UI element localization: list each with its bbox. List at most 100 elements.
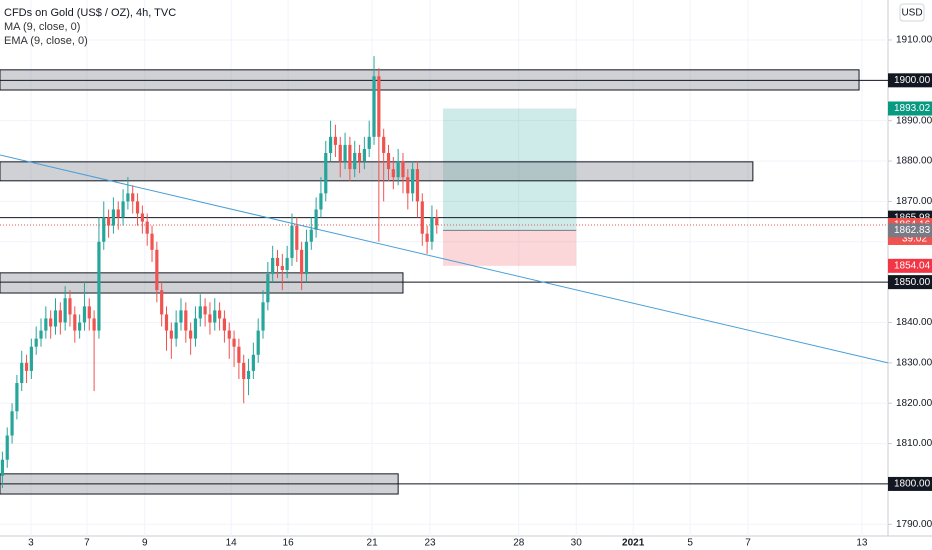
- candle-body: [357, 152, 362, 162]
- candle-body: [155, 249, 159, 291]
- candle-body: [213, 310, 217, 323]
- y-tick-label: 1830.00: [896, 357, 932, 368]
- candle-body: [367, 136, 371, 149]
- x-tick-label: 13: [856, 538, 868, 549]
- x-tick-label: 3: [28, 538, 34, 549]
- x-tick-label: 30: [571, 538, 583, 549]
- x-tick-label: 23: [424, 538, 436, 549]
- candle-body: [97, 241, 101, 331]
- candle-body: [227, 330, 231, 339]
- currency[interactable]: USD: [901, 8, 922, 19]
- x-tick-label: 16: [283, 538, 295, 549]
- y-tick-label: 1910.00: [896, 35, 932, 46]
- price-axis: [888, 0, 932, 550]
- y-tick-label: 1880.00: [896, 156, 932, 167]
- x-tick-label: 28: [513, 538, 525, 549]
- y-tick-label: 1820.00: [896, 398, 932, 409]
- zone: [0, 272, 404, 294]
- candle-body: [198, 306, 202, 319]
- candle-body: [391, 169, 395, 178]
- y-tick-label: 1810.00: [896, 438, 932, 449]
- candle-body: [29, 346, 33, 371]
- candle-body: [237, 346, 241, 363]
- candle-body: [135, 201, 140, 214]
- candle-body: [58, 310, 62, 323]
- candle-body: [34, 338, 38, 347]
- zone: [0, 161, 754, 182]
- candle-body: [0, 459, 5, 476]
- candle-body: [309, 229, 313, 242]
- price-label-bg: [888, 275, 932, 290]
- candle-body: [401, 161, 405, 178]
- candle-body: [111, 209, 116, 226]
- candle-body: [372, 76, 376, 137]
- candle-body: [145, 221, 149, 234]
- candle-body: [304, 241, 309, 275]
- candle-body: [319, 193, 323, 210]
- x-tick-label: 14: [226, 538, 238, 549]
- candle-body: [382, 136, 386, 153]
- price-label: 1900.00: [894, 75, 931, 86]
- candle-body: [324, 152, 328, 194]
- trend-line: [0, 154, 889, 364]
- candle-body: [343, 144, 347, 162]
- candle-body: [290, 225, 294, 258]
- y-tick-label: 1790.00: [896, 519, 932, 530]
- candle-body: [39, 330, 43, 339]
- candle-body: [261, 302, 265, 331]
- candle-body: [10, 411, 14, 436]
- candle-body: [425, 233, 429, 242]
- candle-body: [179, 310, 183, 323]
- candle-body: [160, 290, 164, 315]
- candle-body: [222, 318, 227, 331]
- candle-body: [396, 161, 400, 178]
- candle-body: [430, 217, 434, 242]
- countdown: 39:02: [902, 234, 927, 245]
- chart-title: CFDs on Gold (US$ / OZ), 4h, TVC: [4, 7, 176, 19]
- candle-body: [300, 249, 304, 275]
- candle-body: [280, 265, 284, 271]
- price-label-bg: [888, 73, 932, 88]
- candle-body: [68, 298, 72, 315]
- candle-body: [82, 306, 87, 323]
- price-label: 1850.00: [894, 277, 931, 288]
- candle-body: [348, 144, 352, 170]
- candle-body: [189, 330, 193, 339]
- legend-entry: MA (9, close, 0): [4, 21, 80, 33]
- candle-body: [193, 318, 198, 339]
- candle-body: [266, 274, 270, 303]
- candle-body: [208, 314, 212, 323]
- candle-body: [251, 354, 255, 371]
- candle-body: [78, 322, 82, 331]
- labels: 1900.001893.021865.981864.1639:021862.83…: [888, 73, 932, 491]
- candle-body: [140, 213, 144, 222]
- currency-button[interactable]: [899, 3, 925, 22]
- candle-body: [353, 152, 357, 170]
- candle-body: [328, 136, 333, 153]
- profit-zone: [443, 108, 577, 231]
- price-label: 1862.83: [894, 225, 931, 236]
- candle-body: [126, 193, 130, 202]
- candle-body: [377, 76, 381, 137]
- price-label-bg: [888, 223, 932, 238]
- candles: [0, 56, 439, 488]
- loss-zone: [443, 230, 577, 266]
- candle-body: [362, 148, 366, 162]
- candle-body: [121, 201, 125, 218]
- candle-body: [73, 314, 77, 331]
- candle-body: [87, 306, 91, 319]
- price-label: 1865.98: [894, 212, 931, 223]
- x-tick-label: 5: [687, 538, 693, 549]
- candle-body: [184, 310, 188, 331]
- candle-body: [246, 370, 251, 379]
- legend-entry: EMA (9, close, 0): [4, 35, 88, 47]
- candle-body: [92, 318, 96, 331]
- candle-body: [386, 152, 391, 170]
- candle-body: [20, 362, 24, 384]
- price-label: 1893.02: [894, 103, 931, 114]
- y-tick-label: 1890.00: [896, 115, 932, 126]
- candle-body: [406, 177, 410, 194]
- candle-body: [420, 201, 424, 234]
